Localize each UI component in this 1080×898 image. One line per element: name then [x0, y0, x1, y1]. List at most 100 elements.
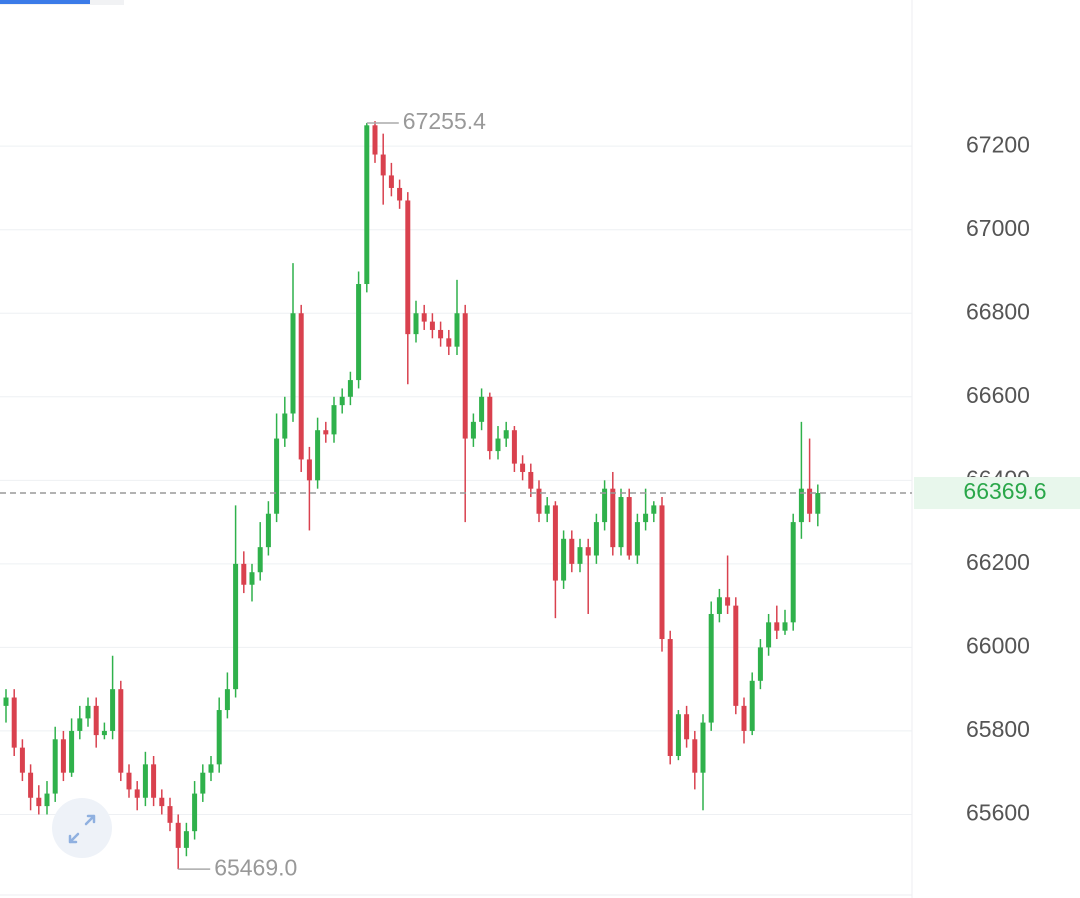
candle-body: [192, 793, 198, 832]
candle-body: [52, 739, 58, 794]
candle-body: [167, 806, 173, 823]
last-price-tag: [914, 477, 1080, 510]
candle-body: [503, 430, 509, 439]
y-tick-label: 67000: [966, 215, 1030, 241]
candle-body: [815, 493, 821, 514]
y-tick-label: 65800: [966, 716, 1030, 742]
candle-body: [356, 284, 362, 381]
max-label: 67255.4: [403, 108, 486, 134]
candle-body: [692, 739, 698, 773]
candle-body: [807, 488, 813, 514]
candle-body: [495, 438, 501, 452]
candle-body: [487, 396, 493, 452]
candle-body: [454, 313, 460, 347]
candle-body: [651, 505, 657, 514]
candle-body: [216, 710, 222, 765]
candle-body: [241, 563, 247, 585]
candle-body: [36, 797, 42, 807]
candle-body: [544, 505, 550, 514]
candle-body: [741, 705, 747, 731]
candle-body: [708, 613, 714, 723]
candle-body: [520, 463, 526, 472]
expand-icon[interactable]: [68, 814, 96, 844]
candle-body: [659, 505, 665, 640]
candle-body: [429, 321, 435, 330]
candle-body: [716, 597, 722, 614]
candle-body: [28, 772, 34, 798]
candle-body: [323, 430, 329, 435]
candle-body: [700, 722, 706, 773]
candle-body: [77, 718, 83, 731]
candle-body: [274, 438, 280, 514]
expand-button[interactable]: [52, 798, 112, 858]
candle-body: [790, 522, 796, 623]
candle-body: [479, 396, 485, 422]
candle-body: [684, 714, 690, 740]
candle-body: [3, 697, 9, 706]
candle-body: [602, 488, 608, 523]
candle-body: [118, 689, 124, 773]
candles: [3, 121, 821, 870]
candle-body: [733, 605, 739, 706]
candle-body: [388, 175, 394, 188]
candle-body: [110, 689, 116, 731]
candle-body: [183, 831, 189, 848]
y-tick-label: 65600: [966, 800, 1030, 826]
candle-body: [405, 200, 411, 335]
candle-body: [511, 430, 517, 464]
candle-body: [626, 497, 632, 556]
candle-body: [725, 597, 731, 606]
candle-body: [44, 793, 50, 807]
candle-body: [372, 125, 378, 155]
candle-body: [536, 488, 542, 514]
candle-body: [749, 680, 755, 731]
candle-body: [200, 772, 206, 794]
overlay: 67255.4 65469.0 66369.6: [0, 108, 1080, 880]
y-tick-label: 66800: [966, 298, 1030, 324]
y-tick-label: 67200: [966, 131, 1030, 157]
candle-body: [315, 430, 321, 481]
candle-body: [175, 822, 181, 848]
candle-body: [643, 513, 649, 523]
candle-body: [782, 622, 788, 631]
candle-body: [462, 313, 468, 439]
candle-body: [224, 689, 230, 711]
active-tab[interactable]: [0, 0, 90, 4]
candle-body: [151, 764, 157, 798]
candle-body: [265, 513, 271, 548]
y-tick-label: 66600: [966, 382, 1030, 408]
candle-body: [774, 622, 780, 631]
candle-body: [60, 739, 66, 773]
candle-body: [347, 380, 353, 397]
candle-body: [11, 697, 17, 748]
candle-body: [618, 497, 624, 548]
candle-body: [634, 522, 640, 556]
expand-circle[interactable]: [52, 798, 112, 858]
candle-body: [421, 313, 427, 322]
candle-body: [306, 459, 312, 481]
candle-body: [298, 313, 304, 460]
min-label: 65469.0: [214, 854, 297, 880]
candle-body: [249, 572, 255, 585]
candle-body: [257, 547, 263, 573]
candle-body: [331, 405, 337, 435]
candle-body: [561, 538, 567, 581]
candle-body: [470, 421, 476, 439]
candle-body: [159, 797, 165, 807]
candle-body: [569, 538, 575, 564]
candle-body: [675, 714, 681, 756]
candle-body: [798, 488, 804, 523]
candle-body: [528, 471, 534, 489]
candle-body: [19, 747, 25, 773]
candle-body: [766, 622, 772, 648]
candle-body: [577, 547, 583, 564]
candle-body: [142, 764, 148, 798]
candle-body: [339, 396, 345, 406]
y-tick-label: 66200: [966, 549, 1030, 575]
candle-body: [413, 313, 419, 335]
candle-body: [134, 789, 140, 798]
y-tick-label: 66000: [966, 632, 1030, 658]
